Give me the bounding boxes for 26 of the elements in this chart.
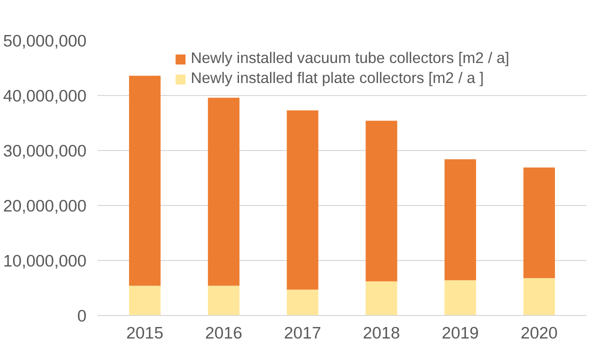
bar <box>366 120 398 282</box>
legend-label: Newly installed flat plate collectors [m2 / a ] <box>190 70 484 88</box>
x-tick-label: 2016 <box>205 324 242 342</box>
y-tick-label: 50,000,000 <box>3 32 87 50</box>
x-tick-label: 2020 <box>520 324 558 342</box>
x-tick-label: 2015 <box>126 324 164 342</box>
y-tick-label: 30,000,000 <box>3 142 87 160</box>
bar <box>208 98 240 286</box>
y-tick-label: 20,000,000 <box>3 196 87 216</box>
x-tick-label: 2019 <box>442 324 479 342</box>
y-tick-label: 0 <box>77 306 86 326</box>
x-tick-label: 2017 <box>284 324 322 342</box>
bar <box>366 281 398 316</box>
y-tick-label: 10,000,000 <box>3 252 87 270</box>
bar <box>286 110 318 290</box>
bar <box>444 159 476 280</box>
bar <box>523 278 555 316</box>
x-tick-label: 2018 <box>362 324 400 342</box>
bar <box>208 286 240 316</box>
bar <box>523 168 555 278</box>
y-tick-label: 40,000,000 <box>3 86 87 106</box>
legend-label: Newly installed vacuum tube collectors [m2 / a] <box>190 50 510 68</box>
bar <box>129 76 161 286</box>
bar <box>286 290 318 316</box>
bar <box>129 286 161 316</box>
bar <box>444 280 476 316</box>
